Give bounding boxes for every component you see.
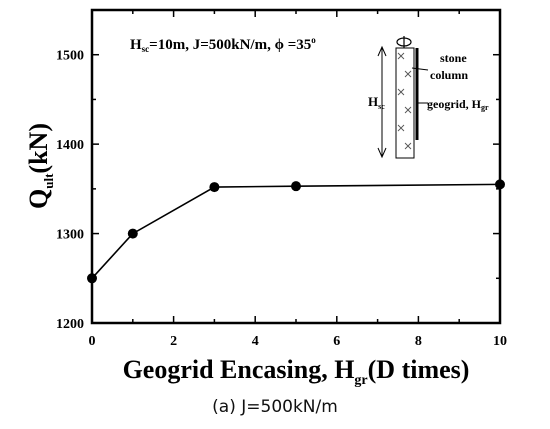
x-tick-label: 4 bbox=[252, 334, 259, 349]
stone-label: stone bbox=[440, 51, 467, 65]
data-point bbox=[127, 228, 138, 239]
axis-ticks bbox=[91, 9, 501, 324]
height-arrow-bottom bbox=[377, 147, 387, 159]
data-point bbox=[495, 179, 505, 190]
hatch-cross bbox=[397, 52, 405, 60]
column-label: column bbox=[430, 68, 468, 82]
height-arrow-top bbox=[377, 45, 387, 57]
chart: 0 2 4 6 8 10 1200 1300 1400 1500 Geogrid Encasin… bbox=[24, 8, 508, 388]
series-group bbox=[87, 179, 505, 284]
y-tick-labels: 1200 1300 1400 1500 bbox=[56, 49, 84, 332]
y-tick-label: 1500 bbox=[56, 49, 84, 64]
stone-column-schematic: Hsc stone column geogrid, Hgr bbox=[368, 36, 489, 159]
hatch-cross bbox=[397, 124, 405, 132]
height-label: Hsc bbox=[368, 94, 385, 111]
series-line bbox=[91, 183, 501, 279]
hatch-cross bbox=[404, 70, 412, 78]
geogrid-label: geogrid, Hgr bbox=[427, 97, 489, 112]
hatch-cross bbox=[404, 106, 412, 114]
plot-frame bbox=[90, 8, 502, 325]
y-tick-label: 1300 bbox=[56, 228, 84, 243]
y-tick-label: 1400 bbox=[56, 138, 84, 153]
stone-column-hatching bbox=[397, 52, 412, 150]
stone-column bbox=[395, 47, 415, 159]
x-tick-label: 8 bbox=[415, 334, 422, 349]
y-tick-label: 1200 bbox=[56, 317, 84, 332]
x-axis-title: Geogrid Encasing, Hgr(D times) bbox=[123, 355, 470, 388]
x-tick-label: 6 bbox=[333, 334, 340, 349]
data-point bbox=[87, 273, 97, 284]
hatch-cross bbox=[397, 88, 405, 96]
data-point bbox=[291, 181, 301, 192]
data-point bbox=[209, 182, 220, 193]
parameters-annotation: Hsc=10m, J=500kN/m, ϕ =35o bbox=[130, 35, 316, 54]
stone-column-leader bbox=[411, 67, 429, 71]
hatch-cross bbox=[404, 142, 412, 150]
x-tick-label: 10 bbox=[493, 334, 507, 349]
x-tick-label: 2 bbox=[170, 334, 177, 349]
y-axis-title: Qult(kN) bbox=[24, 123, 56, 209]
figure-caption: (a) J=500kN/m bbox=[212, 397, 338, 417]
x-tick-labels: 0 2 4 6 8 10 bbox=[89, 334, 508, 349]
x-tick-label: 0 bbox=[89, 334, 96, 349]
